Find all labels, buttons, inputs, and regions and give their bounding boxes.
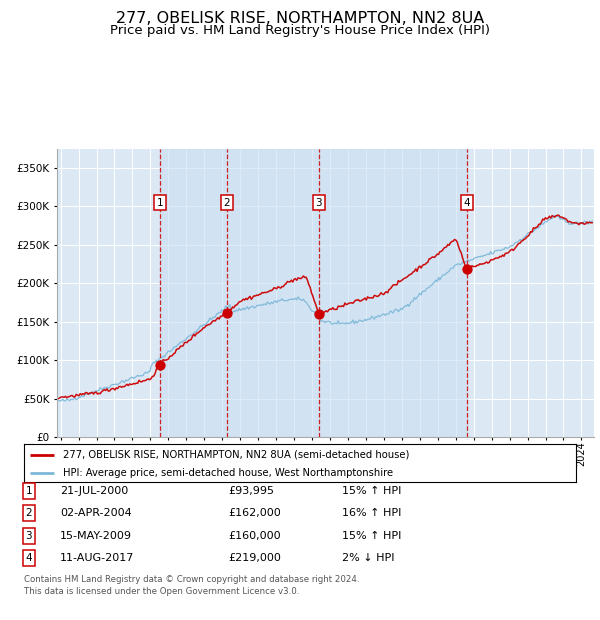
Text: 1: 1 [25,486,32,496]
Text: £160,000: £160,000 [228,531,281,541]
Text: HPI: Average price, semi-detached house, West Northamptonshire: HPI: Average price, semi-detached house,… [62,468,393,478]
Text: £219,000: £219,000 [228,553,281,563]
Point [222,308,232,317]
Text: £93,995: £93,995 [228,486,274,496]
Point [155,360,165,370]
Text: Price paid vs. HM Land Registry's House Price Index (HPI): Price paid vs. HM Land Registry's House … [110,24,490,37]
Text: 4: 4 [25,553,32,563]
Text: 3: 3 [25,531,32,541]
Text: This data is licensed under the Open Government Licence v3.0.: This data is licensed under the Open Gov… [24,587,299,596]
Text: 1: 1 [157,198,163,208]
Text: 15% ↑ HPI: 15% ↑ HPI [342,486,401,496]
Text: 15% ↑ HPI: 15% ↑ HPI [342,531,401,541]
Text: £162,000: £162,000 [228,508,281,518]
Text: 02-APR-2004: 02-APR-2004 [60,508,132,518]
Text: Contains HM Land Registry data © Crown copyright and database right 2024.: Contains HM Land Registry data © Crown c… [24,575,359,584]
Text: 21-JUL-2000: 21-JUL-2000 [60,486,128,496]
Text: 11-AUG-2017: 11-AUG-2017 [60,553,134,563]
Text: 16% ↑ HPI: 16% ↑ HPI [342,508,401,518]
Text: 2: 2 [223,198,230,208]
Text: 4: 4 [463,198,470,208]
Text: 2% ↓ HPI: 2% ↓ HPI [342,553,395,563]
Text: 15-MAY-2009: 15-MAY-2009 [60,531,132,541]
Text: 3: 3 [316,198,322,208]
Bar [160,149,467,437]
Point [314,309,323,319]
Text: 277, OBELISK RISE, NORTHAMPTON, NN2 8UA (semi-detached house): 277, OBELISK RISE, NORTHAMPTON, NN2 8UA … [62,450,409,459]
Point [462,264,472,273]
Text: 277, OBELISK RISE, NORTHAMPTON, NN2 8UA: 277, OBELISK RISE, NORTHAMPTON, NN2 8UA [116,11,484,26]
Text: 2: 2 [25,508,32,518]
